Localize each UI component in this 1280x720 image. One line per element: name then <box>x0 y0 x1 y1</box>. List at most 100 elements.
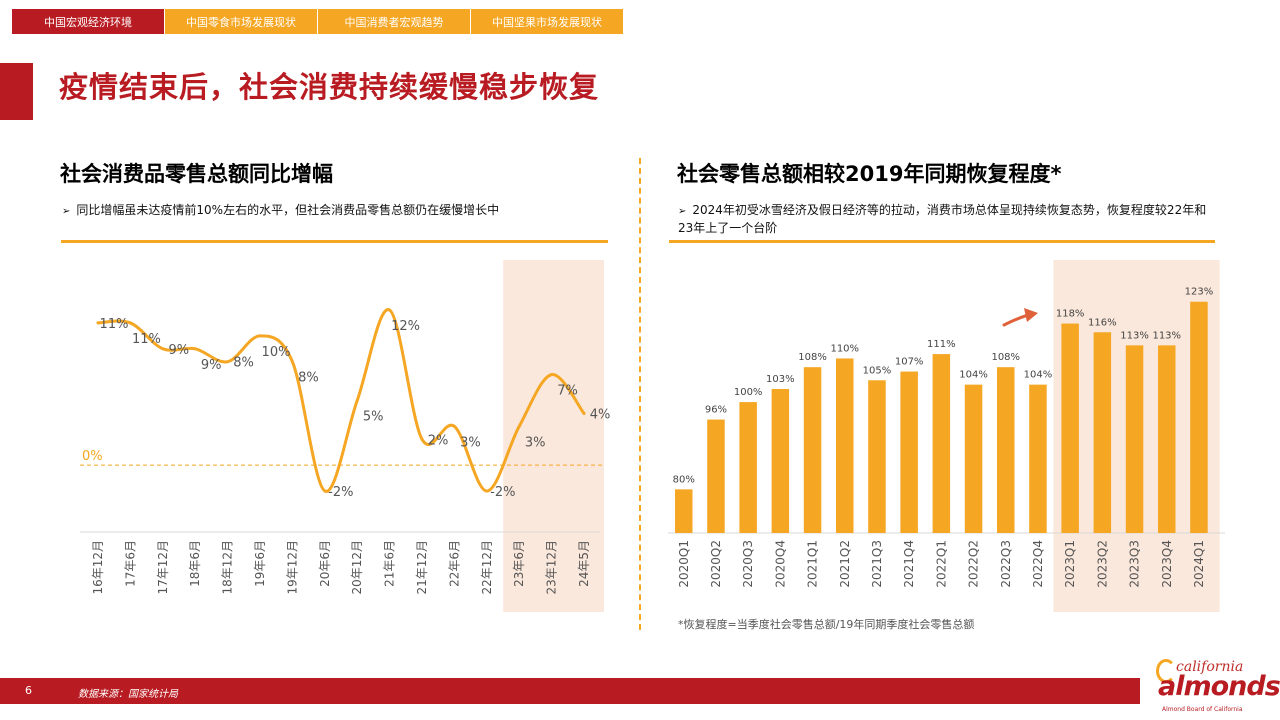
data-label: 110% <box>830 343 859 354</box>
x-tick-label: 2020Q2 <box>709 540 723 588</box>
data-label: 108% <box>991 352 1020 363</box>
bar <box>675 489 693 533</box>
data-label: 118% <box>1056 309 1085 320</box>
x-tick-label: 2022Q1 <box>934 540 948 588</box>
section-tabs: 中国宏观经济环境 中国零食市场发展现状 中国消费者宏观趋势 中国坚果市场发展现状 <box>12 9 624 34</box>
x-tick-label: 19年6月 <box>253 540 267 587</box>
data-label: 2% <box>428 433 449 448</box>
x-tick-label: 24年5月 <box>577 540 591 587</box>
data-point <box>128 321 132 325</box>
data-point <box>452 424 456 428</box>
trend-arrowhead-icon <box>1024 308 1038 322</box>
tab-macro-economy[interactable]: 中国宏观经济环境 <box>12 9 164 34</box>
data-label: 105% <box>863 365 892 376</box>
x-tick-label: 16年12月 <box>91 540 105 595</box>
data-label: 7% <box>557 384 578 399</box>
bar <box>803 367 822 533</box>
x-tick-label: 21年12月 <box>415 540 429 595</box>
page-title: 疫情结束后，社会消费持续缓慢稳步恢复 <box>59 70 600 104</box>
data-label: 80% <box>673 474 695 485</box>
data-label: 3% <box>460 435 481 450</box>
x-tick-label: 18年12月 <box>221 540 235 595</box>
data-label: 107% <box>895 357 924 368</box>
data-point <box>582 411 586 415</box>
tab-snack-market[interactable]: 中国零食市场发展现状 <box>165 9 317 34</box>
bar <box>739 402 757 533</box>
logo-line2: almonds <box>1158 671 1280 702</box>
data-point <box>517 424 521 428</box>
right-bullet-text: 2024年初受冰雪经济及假日经济等的拉动，消费市场总体呈现持续恢复态势，恢复程度… <box>678 203 1207 235</box>
x-tick-label: 2022Q3 <box>999 540 1013 588</box>
data-label: 104% <box>1024 370 1053 381</box>
x-tick-label: 18年6月 <box>188 540 202 587</box>
x-tick-label: 2020Q3 <box>741 540 755 588</box>
data-point <box>161 347 165 351</box>
x-tick-label: 2021Q1 <box>806 540 820 588</box>
right-underline <box>669 240 1215 243</box>
x-tick-label: 2021Q4 <box>902 540 916 588</box>
data-label: 9% <box>168 343 189 358</box>
data-label: 96% <box>705 405 727 416</box>
bar <box>900 371 918 533</box>
x-tick-label: 2024Q1 <box>1192 540 1206 588</box>
bar <box>707 419 725 533</box>
x-tick-label: 17年6月 <box>123 540 137 587</box>
x-tick-label: 17年12月 <box>156 540 170 595</box>
x-tick-label: 2022Q4 <box>1031 540 1045 588</box>
recovery-bar-chart: 80% 2020Q1 96% 2020Q2 100% 2020Q3 103% 2020Q4 10… <box>668 260 1225 612</box>
data-source: 数据来源：国家统计局 <box>78 689 178 700</box>
tab-consumer-trends[interactable]: 中国消费者宏观趋势 <box>318 9 470 34</box>
footnote: *恢复程度=当季度社会零售总额/19年同期季度社会零售总额 <box>678 618 975 631</box>
title-accent-bar <box>0 63 33 120</box>
x-tick-label: 2021Q2 <box>838 540 852 588</box>
x-tick-label: 2020Q4 <box>773 540 787 588</box>
bar <box>964 384 983 533</box>
data-label: 113% <box>1152 330 1181 341</box>
data-point <box>485 489 489 493</box>
zero-reference-label: 0% <box>82 449 103 464</box>
section-divider <box>639 158 641 630</box>
data-label: 8% <box>233 356 254 371</box>
bar <box>1158 345 1176 533</box>
series-line <box>96 308 586 493</box>
x-tick-label: 2023Q4 <box>1160 540 1174 588</box>
data-label: 116% <box>1088 317 1117 328</box>
data-label: 103% <box>766 374 795 385</box>
left-underline <box>61 240 608 243</box>
x-tick-label: 20年6月 <box>318 540 332 587</box>
x-tick-label: 21年6月 <box>383 540 397 587</box>
logo-line1: california <box>1176 659 1244 675</box>
data-label: 113% <box>1120 330 1149 341</box>
bar <box>1093 332 1112 533</box>
data-label: -2% <box>328 485 353 500</box>
bar <box>868 380 886 533</box>
bar <box>771 389 790 533</box>
tab-nut-market[interactable]: 中国坚果市场发展现状 <box>471 9 623 34</box>
bar <box>1125 345 1144 533</box>
x-tick-label: 2023Q3 <box>1128 540 1142 588</box>
x-tick-label: 2022Q2 <box>967 540 981 588</box>
data-label: 8% <box>298 371 319 386</box>
data-point <box>420 437 424 441</box>
data-label: 11% <box>132 332 161 347</box>
bar <box>932 354 951 533</box>
right-section-title: 社会零售总额相较2019年同期恢复程度* <box>677 162 1062 186</box>
data-point <box>550 373 554 377</box>
logo-line3: Almond Board of California <box>1162 706 1243 713</box>
data-point <box>323 489 327 493</box>
bar <box>1029 384 1047 533</box>
bullet-arrow-icon: ➢ <box>678 206 687 217</box>
data-label: 111% <box>927 339 956 350</box>
data-label: 100% <box>734 387 763 398</box>
data-point <box>290 360 294 364</box>
data-label: -2% <box>490 485 515 500</box>
almond-swoosh-icon <box>1156 659 1176 683</box>
bullet-arrow-icon: ➢ <box>62 206 71 217</box>
data-point <box>193 347 197 351</box>
data-point <box>355 399 359 402</box>
data-point <box>258 334 262 338</box>
data-label: 3% <box>525 435 546 450</box>
bar <box>836 358 854 533</box>
data-point <box>96 321 100 325</box>
data-point <box>226 360 230 364</box>
